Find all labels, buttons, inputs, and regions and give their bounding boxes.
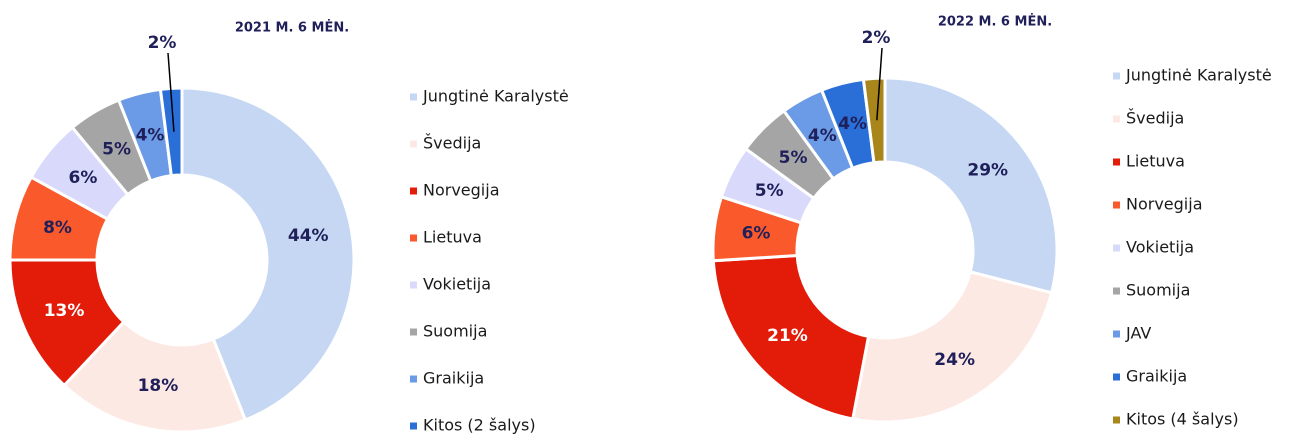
legend-swatch — [1113, 115, 1120, 123]
legend-label: Kitos (4 šalys) — [1126, 410, 1239, 429]
legend-swatch — [410, 93, 417, 101]
legend-swatch — [1113, 201, 1120, 209]
legend-label: Suomija — [423, 322, 487, 341]
value-label: 44% — [288, 226, 329, 246]
legend-swatch — [410, 375, 417, 383]
legend-swatch — [1113, 330, 1120, 338]
slice — [851, 270, 1054, 424]
legend-label: Švedija — [423, 134, 481, 153]
legend-label: Vokietija — [1126, 238, 1194, 257]
value-label: 4% — [838, 114, 867, 134]
slice — [861, 76, 887, 165]
value-label: 18% — [138, 376, 179, 396]
legend-label: Norvegija — [1126, 195, 1203, 214]
value-label: 5% — [102, 139, 131, 159]
value-label: 4% — [136, 126, 165, 146]
value-label: 5% — [779, 148, 808, 168]
value-label: 2% — [148, 33, 177, 53]
legend-label: JAV — [1125, 324, 1151, 343]
legend-label: Vokietija — [423, 275, 491, 294]
value-label: 29% — [967, 160, 1008, 180]
legend-label: Graikija — [1126, 367, 1187, 386]
legend-swatch — [410, 281, 417, 289]
legend-swatch — [410, 187, 417, 195]
chart-title: 2022 M. 6 MĖN. — [938, 14, 1052, 30]
legend-label: Suomija — [1126, 281, 1190, 300]
legend-swatch — [1113, 287, 1120, 295]
legend-label: Kitos (2 šalys) — [423, 416, 536, 435]
legend-swatch — [1113, 416, 1120, 424]
legend-label: Lietuva — [423, 228, 482, 247]
legend-swatch — [410, 328, 417, 336]
legend-label: Švedija — [1126, 109, 1184, 128]
legend-swatch — [1113, 72, 1120, 80]
value-label: 5% — [755, 181, 784, 201]
value-label: 13% — [44, 301, 85, 321]
value-label: 4% — [808, 126, 837, 146]
legend-swatch — [410, 234, 417, 242]
value-label: 2% — [862, 28, 891, 48]
legend-label: Lietuva — [1126, 152, 1185, 171]
legend-label: Jungtinė Karalystė — [422, 87, 569, 106]
leader-line — [167, 52, 175, 132]
slice — [62, 319, 248, 434]
slice — [180, 86, 356, 422]
slice — [158, 86, 184, 178]
legend-swatch — [410, 140, 417, 148]
value-label: 6% — [69, 168, 98, 188]
legend-swatch — [1113, 158, 1120, 166]
value-label: 8% — [43, 218, 72, 238]
legend-label: Norvegija — [423, 181, 500, 200]
chart-title: 2021 M. 6 MĖN. — [235, 20, 349, 36]
legend-swatch — [1113, 373, 1120, 381]
value-label: 21% — [767, 326, 808, 346]
leader-line — [876, 47, 883, 121]
legend-swatch — [1113, 244, 1120, 252]
value-label: 6% — [742, 224, 771, 244]
value-label: 24% — [934, 350, 975, 370]
legend-swatch — [410, 422, 417, 430]
legend-label: Graikija — [423, 369, 484, 388]
legend-label: Jungtinė Karalystė — [1125, 66, 1272, 85]
slice — [883, 76, 1059, 295]
slice — [711, 253, 871, 421]
